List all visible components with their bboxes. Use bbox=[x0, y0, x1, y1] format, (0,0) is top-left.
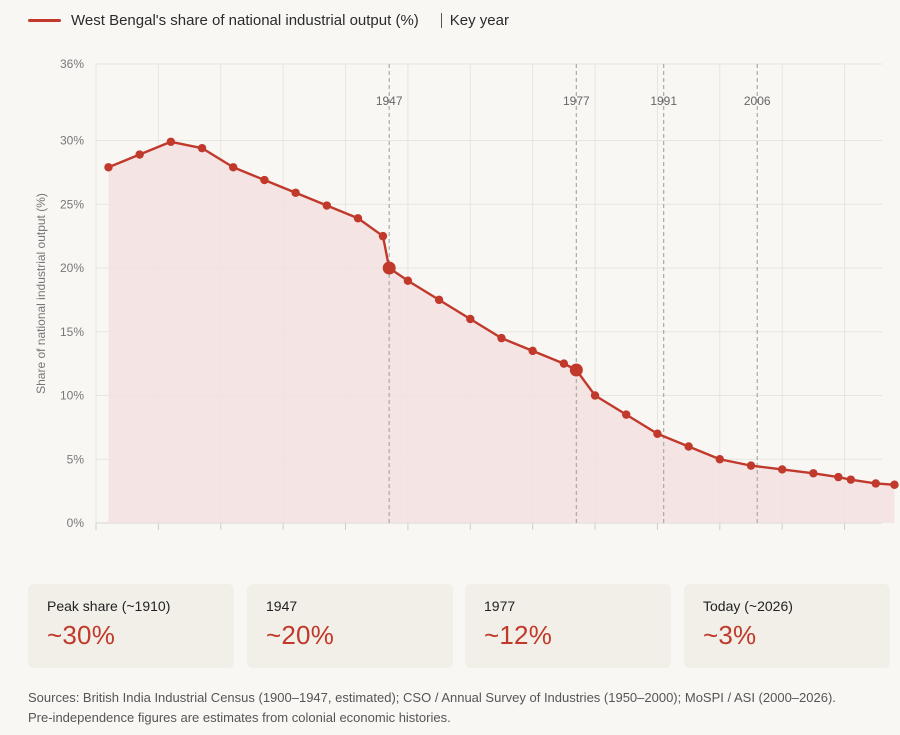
stat-card-1947: 1947 ~20% bbox=[247, 584, 453, 668]
data-point bbox=[559, 359, 569, 368]
data-point bbox=[890, 480, 899, 489]
stat-label: Peak share (~1910) bbox=[47, 598, 171, 614]
data-point bbox=[871, 479, 880, 488]
stat-value: ~3% bbox=[703, 620, 757, 650]
data-point bbox=[684, 442, 693, 451]
data-point bbox=[846, 475, 856, 484]
data-point bbox=[809, 469, 818, 478]
data-point bbox=[403, 276, 413, 285]
data-point bbox=[378, 231, 388, 241]
key-year-label: 2006 bbox=[744, 94, 771, 108]
data-point bbox=[466, 314, 475, 324]
legend-series-label: West Bengal's share of national industri… bbox=[71, 11, 419, 29]
stat-card-1977: 1977 ~12% bbox=[465, 584, 671, 668]
data-point bbox=[166, 137, 176, 146]
stat-value: ~20% bbox=[266, 620, 335, 650]
data-point bbox=[197, 143, 207, 153]
y-tick-label: 0% bbox=[67, 516, 85, 530]
data-point bbox=[104, 163, 113, 172]
estimate-note-line: Pre-independence figures are estimates f… bbox=[28, 710, 451, 725]
stat-card-today: Today (~2026) ~3% bbox=[684, 584, 890, 668]
key-year-swatch bbox=[440, 12, 442, 28]
sources-line: Sources: British India Industrial Census… bbox=[28, 690, 836, 705]
y-tick-label: 30% bbox=[60, 134, 84, 148]
stat-value: ~30% bbox=[47, 620, 116, 650]
y-tick-label: 25% bbox=[60, 197, 84, 211]
data-point bbox=[746, 461, 756, 470]
stat-label: 1977 bbox=[484, 598, 516, 614]
y-tick-label: 5% bbox=[67, 452, 85, 466]
stat-value: ~12% bbox=[484, 620, 553, 650]
area-chart: 0% 5% 10% 15% 20% 25% 30% 36% Share of national … bbox=[34, 57, 899, 530]
key-year-label: 1977 bbox=[563, 94, 590, 108]
series-line-swatch bbox=[28, 18, 61, 22]
y-axis-title: Share of national industrial output (%) bbox=[34, 193, 48, 394]
series-area-fill bbox=[108, 141, 895, 523]
stat-label: 1947 bbox=[266, 598, 298, 614]
data-point bbox=[777, 465, 787, 474]
stat-label: Today (~2026) bbox=[703, 598, 793, 614]
key-data-point bbox=[382, 261, 396, 275]
y-tick-label: 10% bbox=[60, 389, 84, 403]
chart-legend: West Bengal's share of national industri… bbox=[28, 8, 509, 32]
data-point bbox=[322, 201, 332, 210]
data-point bbox=[434, 295, 444, 305]
key-year-label: 1991 bbox=[650, 94, 677, 108]
data-point bbox=[622, 410, 631, 419]
series-line bbox=[108, 140, 895, 486]
y-tick-label: 36% bbox=[60, 57, 84, 71]
y-tick-label: 15% bbox=[60, 325, 84, 339]
key-year-label: 1947 bbox=[376, 94, 403, 108]
key-data-point bbox=[569, 363, 583, 377]
stat-cards: Peak share (~1910) ~30% 1947 ~20% 1977 ~… bbox=[28, 584, 890, 668]
sources-note: Sources: British India Industrial Census… bbox=[28, 688, 888, 728]
stat-card-peak: Peak share (~1910) ~30% bbox=[28, 584, 234, 668]
data-point bbox=[834, 472, 843, 482]
data-point bbox=[135, 150, 144, 159]
data-point bbox=[353, 214, 363, 223]
data-point bbox=[229, 163, 238, 172]
data-point bbox=[590, 391, 600, 400]
data-point bbox=[291, 188, 300, 197]
y-tick-label: 20% bbox=[60, 261, 84, 275]
data-point bbox=[715, 455, 725, 464]
data-point bbox=[653, 429, 662, 438]
legend-key-label: Key year bbox=[449, 11, 509, 29]
data-point bbox=[260, 175, 269, 185]
data-point bbox=[497, 333, 506, 343]
data-point bbox=[528, 346, 537, 356]
